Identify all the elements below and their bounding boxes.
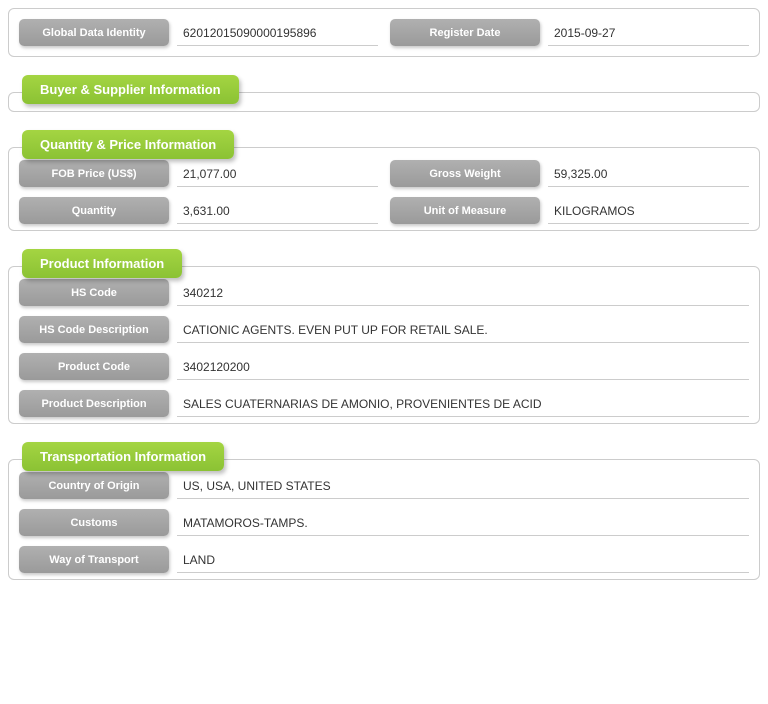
uom-value: KILOGRAMOS bbox=[548, 197, 749, 224]
p-row-1: HS Code 340212 bbox=[19, 279, 749, 306]
uom-pair: Unit of Measure KILOGRAMOS bbox=[390, 197, 749, 224]
quantity-value: 3,631.00 bbox=[177, 197, 378, 224]
t-row-3: Way of Transport LAND bbox=[19, 546, 749, 573]
way-value: LAND bbox=[177, 546, 749, 573]
product-body: HS Code 340212 HS Code Description CATIO… bbox=[8, 266, 760, 424]
buyer-supplier-section: Buyer & Supplier Information bbox=[8, 75, 760, 112]
top-row: Global Data Identity 6201201509000019589… bbox=[19, 19, 749, 46]
t-row-1: Country of Origin US, USA, UNITED STATES bbox=[19, 472, 749, 499]
p-row-4: Product Description SALES CUATERNARIAS D… bbox=[19, 390, 749, 417]
product-section: Product Information HS Code 340212 HS Co… bbox=[8, 249, 760, 424]
gross-weight-pair: Gross Weight 59,325.00 bbox=[390, 160, 749, 187]
quantity-pair: Quantity 3,631.00 bbox=[19, 197, 378, 224]
p-row-2: HS Code Description CATIONIC AGENTS. EVE… bbox=[19, 316, 749, 343]
quantity-label: Quantity bbox=[19, 197, 169, 224]
t-row-2: Customs MATAMOROS-TAMPS. bbox=[19, 509, 749, 536]
transport-section: Transportation Information Country of Or… bbox=[8, 442, 760, 580]
customs-label: Customs bbox=[19, 509, 169, 536]
top-panel: Global Data Identity 6201201509000019589… bbox=[8, 8, 760, 57]
hs-desc-label: HS Code Description bbox=[19, 316, 169, 343]
quantity-price-section: Quantity & Price Information FOB Price (… bbox=[8, 130, 760, 231]
fob-price-value: 21,077.00 bbox=[177, 160, 378, 187]
product-desc-value: SALES CUATERNARIAS DE AMONIO, PROVENIENT… bbox=[177, 390, 749, 417]
product-desc-pair: Product Description SALES CUATERNARIAS D… bbox=[19, 390, 749, 417]
hs-code-pair: HS Code 340212 bbox=[19, 279, 749, 306]
hs-desc-value: CATIONIC AGENTS. EVEN PUT UP FOR RETAIL … bbox=[177, 316, 749, 343]
p-row-3: Product Code 3402120200 bbox=[19, 353, 749, 380]
product-code-pair: Product Code 3402120200 bbox=[19, 353, 749, 380]
customs-value: MATAMOROS-TAMPS. bbox=[177, 509, 749, 536]
quantity-price-header: Quantity & Price Information bbox=[22, 130, 234, 159]
origin-label: Country of Origin bbox=[19, 472, 169, 499]
origin-value: US, USA, UNITED STATES bbox=[177, 472, 749, 499]
global-data-identity-label: Global Data Identity bbox=[19, 19, 169, 46]
gross-weight-label: Gross Weight bbox=[390, 160, 540, 187]
hs-code-value: 340212 bbox=[177, 279, 749, 306]
uom-label: Unit of Measure bbox=[390, 197, 540, 224]
product-code-value: 3402120200 bbox=[177, 353, 749, 380]
hs-code-label: HS Code bbox=[19, 279, 169, 306]
product-code-label: Product Code bbox=[19, 353, 169, 380]
fob-price-label: FOB Price (US$) bbox=[19, 160, 169, 187]
global-data-identity-value: 62012015090000195896 bbox=[177, 19, 378, 46]
customs-pair: Customs MATAMOROS-TAMPS. bbox=[19, 509, 749, 536]
register-date-value: 2015-09-27 bbox=[548, 19, 749, 46]
way-label: Way of Transport bbox=[19, 546, 169, 573]
transport-body: Country of Origin US, USA, UNITED STATES… bbox=[8, 459, 760, 580]
qp-row-2: Quantity 3,631.00 Unit of Measure KILOGR… bbox=[19, 197, 749, 224]
qp-row-1: FOB Price (US$) 21,077.00 Gross Weight 5… bbox=[19, 160, 749, 187]
hs-desc-pair: HS Code Description CATIONIC AGENTS. EVE… bbox=[19, 316, 749, 343]
fob-price-pair: FOB Price (US$) 21,077.00 bbox=[19, 160, 378, 187]
product-header: Product Information bbox=[22, 249, 182, 278]
global-data-identity-pair: Global Data Identity 6201201509000019589… bbox=[19, 19, 378, 46]
quantity-price-body: FOB Price (US$) 21,077.00 Gross Weight 5… bbox=[8, 147, 760, 231]
register-date-pair: Register Date 2015-09-27 bbox=[390, 19, 749, 46]
gross-weight-value: 59,325.00 bbox=[548, 160, 749, 187]
transport-header: Transportation Information bbox=[22, 442, 224, 471]
register-date-label: Register Date bbox=[390, 19, 540, 46]
way-pair: Way of Transport LAND bbox=[19, 546, 749, 573]
product-desc-label: Product Description bbox=[19, 390, 169, 417]
origin-pair: Country of Origin US, USA, UNITED STATES bbox=[19, 472, 749, 499]
buyer-supplier-header: Buyer & Supplier Information bbox=[22, 75, 239, 104]
